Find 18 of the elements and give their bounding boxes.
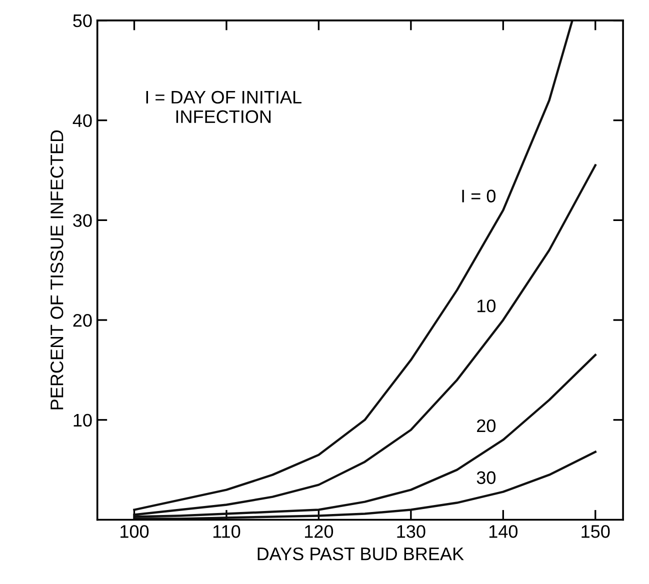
series-label: I = 0: [462, 190, 496, 202]
series-label: 20: [477, 419, 496, 432]
y-tick-label: 40: [72, 114, 92, 128]
x-tick-label: 110: [213, 525, 240, 538]
x-tick-label: 140: [489, 525, 518, 538]
y-axis-title: PERCENT OF TISSUE INFECTED: [50, 130, 64, 410]
y-tick-label: 50: [73, 14, 92, 28]
x-tick-label: 150: [582, 525, 610, 538]
x-axis-title: DAYS PAST BUD BREAK: [258, 547, 464, 560]
x-tick-label: 130: [397, 525, 426, 538]
series-label: 30: [476, 471, 496, 484]
y-tick-label: 20: [73, 314, 92, 327]
y-tick-label: 30: [73, 214, 92, 227]
y-tick-label: 10: [74, 414, 92, 427]
series-label: 10: [477, 300, 496, 312]
annotation: I = DAY OF INITIAL INFECTION: [146, 90, 302, 124]
x-tick-label: 100: [120, 525, 149, 538]
x-tick-label: 120: [305, 525, 334, 538]
